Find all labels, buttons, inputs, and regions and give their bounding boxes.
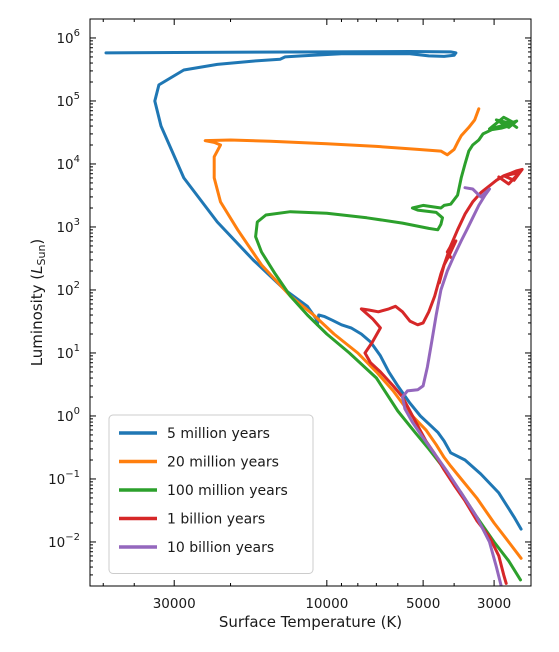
y-tick-label: 10−2	[48, 532, 80, 551]
y-tick-base: 10	[56, 409, 73, 425]
y-tick-exponent: 1	[74, 343, 80, 354]
y-tick-exponent: 2	[74, 280, 80, 291]
y-tick-label: 106	[56, 28, 80, 47]
y-tick-label: 105	[56, 91, 80, 110]
y-axis-label-symbol: L	[28, 266, 46, 274]
y-tick-exponent: −2	[65, 532, 80, 543]
y-tick-base: 10	[48, 472, 65, 488]
legend-label: 20 million years	[167, 455, 279, 471]
y-tick-base: 10	[56, 31, 73, 47]
series-line-0	[104, 50, 523, 531]
y-tick-exponent: −1	[65, 469, 80, 480]
y-tick-label: 103	[56, 217, 80, 236]
y-tick-label: 101	[56, 343, 80, 362]
x-tick-label: 30000	[153, 596, 196, 612]
y-tick-base: 10	[48, 535, 65, 551]
y-tick-exponent: 5	[74, 91, 80, 102]
y-axis-label: Luminosity (LSun)	[28, 239, 48, 367]
y-tick-exponent: 0	[74, 406, 80, 417]
x-tick-label: 3000	[477, 596, 511, 612]
series-line-5	[401, 186, 503, 586]
y-tick-exponent: 6	[74, 28, 80, 39]
y-axis-label-subscript: Sun	[35, 245, 48, 266]
y-tick-label: 10−1	[48, 469, 80, 488]
y-axis-label-prefix: Luminosity (	[28, 274, 46, 366]
x-axis-label: Surface Temperature (K)	[219, 613, 402, 631]
y-tick-base: 10	[56, 94, 73, 110]
y-tick-base: 10	[56, 157, 73, 173]
legend-label: 1 billion years	[167, 512, 265, 528]
x-tick-label: 5000	[406, 596, 440, 612]
y-axis-label-suffix: )	[28, 239, 46, 245]
legend-box	[108, 414, 314, 574]
y-tick-base: 10	[56, 220, 73, 236]
y-tick-base: 10	[56, 283, 73, 299]
x-tick-label: 10000	[305, 596, 348, 612]
y-tick-label: 102	[56, 280, 80, 299]
plot-series-group	[104, 50, 524, 586]
axis-ticks-group	[90, 18, 531, 587]
legend-label: 10 billion years	[167, 540, 274, 556]
y-tick-base: 10	[56, 346, 73, 362]
series-line-1	[203, 107, 523, 560]
y-tick-exponent: 3	[74, 217, 80, 228]
y-tick-label: 104	[56, 154, 80, 173]
legend-label: 100 million years	[167, 483, 288, 499]
y-tick-exponent: 4	[74, 154, 80, 165]
y-tick-label: 100	[56, 406, 80, 425]
series-line-2	[254, 115, 522, 582]
legend: 5 million years 20 million years 100 milli…	[108, 414, 314, 574]
series-line-4	[437, 167, 524, 285]
plot-frame	[89, 18, 532, 587]
legend-label: 5 million years	[167, 426, 270, 442]
